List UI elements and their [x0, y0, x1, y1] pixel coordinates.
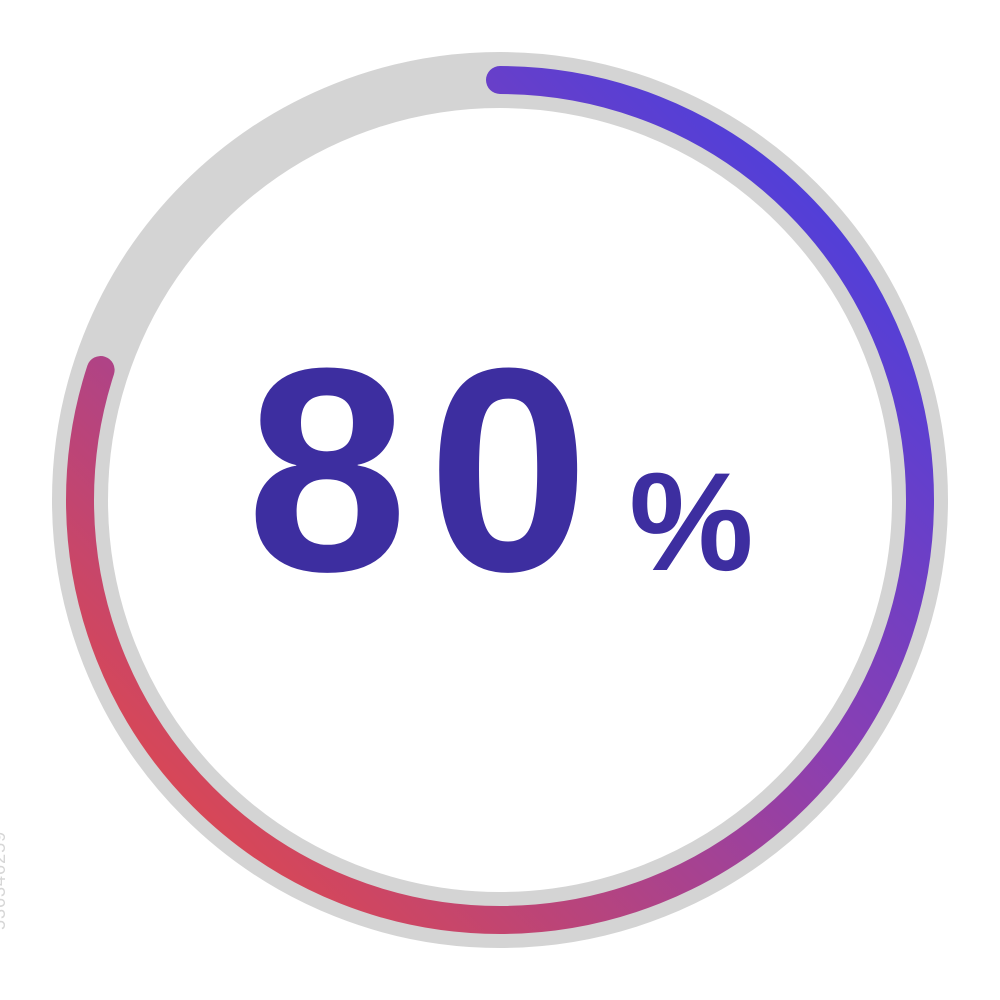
radial-progress: 80 % [40, 40, 960, 960]
progress-label: 80 % [246, 325, 753, 615]
percent-value: 80 [246, 325, 609, 615]
percent-symbol: % [629, 452, 753, 592]
watermark-text: 536346259 [0, 831, 10, 930]
